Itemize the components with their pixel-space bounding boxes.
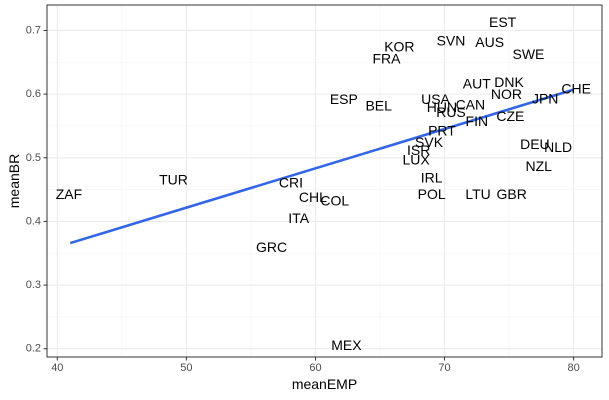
point-label-nor: NOR: [491, 86, 522, 102]
point-label-jpn: JPN: [532, 91, 558, 107]
point-label-pol: POL: [418, 186, 446, 202]
point-label-aus: AUS: [475, 34, 504, 50]
point-label-isr: ISR: [407, 142, 430, 158]
y-axis-ticks: 0.2 0.3 0.4 0.5 0.6 0.7: [26, 24, 47, 355]
x-tick-label: 40: [51, 362, 63, 374]
point-label-col: COL: [320, 192, 349, 208]
point-label-rus: RUS: [436, 104, 466, 120]
point-label-esp: ESP: [330, 91, 358, 107]
y-axis-title: meanBR: [6, 154, 22, 208]
point-label-grc: GRC: [256, 239, 287, 255]
point-label-ltu: LTU: [465, 186, 490, 202]
point-label-fra: FRA: [372, 50, 401, 66]
point-label-swe: SWE: [512, 46, 544, 62]
point-label-tur: TUR: [159, 171, 188, 187]
point-label-zaf: ZAF: [56, 186, 82, 202]
y-tick-label: 0.7: [26, 24, 41, 36]
point-label-irl: IRL: [421, 169, 443, 185]
point-label-prt: PRT: [428, 122, 456, 138]
point-label-kor: KOR: [384, 38, 414, 54]
point-label-nzl: NZL: [526, 158, 553, 174]
point-label-dnk: DNK: [494, 74, 524, 90]
panel-border: [46, 4, 603, 358]
minor-gridlines: [47, 5, 602, 357]
point-label-lux: LUX: [403, 152, 431, 168]
point-label-fin: FIN: [466, 113, 489, 129]
y-tick-label: 0.4: [26, 215, 41, 227]
point-label-nld: NLD: [544, 139, 572, 155]
point-labels: EST SVN AUS KOR SWE FRA AUT DNK CHE NOR JPN ESP USA B…: [56, 14, 591, 353]
x-tick-label: 70: [438, 362, 450, 374]
point-label-ita: ITA: [288, 210, 309, 226]
x-tick-label: 50: [180, 362, 192, 374]
trend-line-group: [69, 88, 574, 245]
point-label-svn: SVN: [437, 33, 466, 49]
point-label-hun: HUN: [427, 99, 457, 115]
y-tick-label: 0.2: [26, 343, 41, 355]
point-label-est: EST: [489, 14, 517, 30]
major-gridlines: [47, 5, 602, 357]
point-label-cze: CZE: [496, 108, 524, 124]
y-tick-label: 0.3: [26, 279, 41, 291]
point-label-usa: USA: [421, 91, 450, 107]
point-label-chl: CHL: [299, 189, 327, 205]
y-tick-label: 0.5: [26, 152, 41, 164]
point-label-aut: AUT: [463, 75, 491, 91]
point-label-svk: SVK: [415, 134, 444, 150]
point-label-deu: DEU: [520, 136, 550, 152]
x-tick-label: 60: [309, 362, 321, 374]
trend-line: [69, 88, 574, 245]
point-label-che: CHE: [561, 80, 591, 96]
y-tick-label: 0.6: [26, 88, 41, 100]
x-axis-title: meanEMP: [292, 376, 357, 392]
point-label-can: CAN: [456, 96, 486, 112]
x-axis-ticks: 40 50 60 70 80: [51, 357, 580, 374]
point-label-bel: BEL: [365, 98, 392, 114]
x-tick-label: 80: [567, 362, 579, 374]
point-label-gbr: GBR: [496, 186, 526, 202]
point-label-cri: CRI: [279, 175, 303, 191]
point-label-mex: MEX: [331, 337, 362, 353]
